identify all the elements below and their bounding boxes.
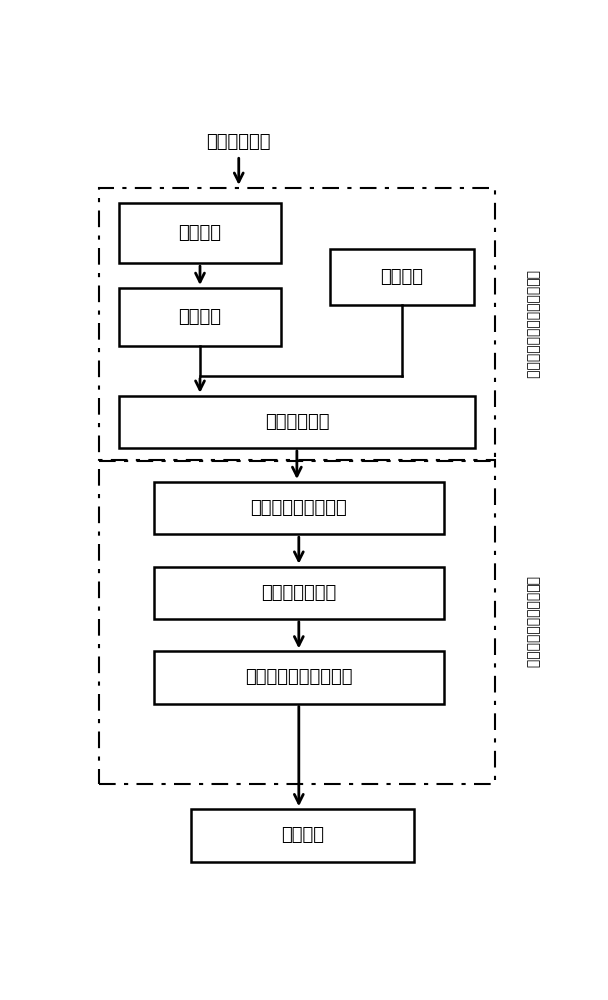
Text: 基于工作负载关键路径的提取: 基于工作负载关键路径的提取 xyxy=(525,270,539,379)
Bar xyxy=(99,460,494,784)
Bar xyxy=(153,651,444,704)
Bar xyxy=(119,396,475,448)
Text: 结果输出: 结果输出 xyxy=(281,826,324,844)
Text: 关键路径中的所有门: 关键路径中的所有门 xyxy=(250,499,347,517)
Bar xyxy=(191,809,414,862)
Bar xyxy=(153,482,444,534)
Bar xyxy=(119,288,282,346)
Text: 关键路径提取: 关键路径提取 xyxy=(264,413,329,431)
Text: 逻辑仿真: 逻辑仿真 xyxy=(179,224,221,242)
Bar xyxy=(153,567,444,619)
Bar xyxy=(330,249,474,305)
Bar xyxy=(99,188,494,461)
Text: 潜在关键门集合: 潜在关键门集合 xyxy=(261,584,336,602)
Text: 信号概率: 信号概率 xyxy=(179,308,221,326)
Text: 权重计算，关键门排序: 权重计算，关键门排序 xyxy=(245,668,353,686)
Bar xyxy=(119,203,282,263)
Text: 工作负载输入: 工作负载输入 xyxy=(207,133,271,151)
Text: 关键路径中关键门的确定: 关键路径中关键门的确定 xyxy=(525,576,539,668)
Text: 电路网表: 电路网表 xyxy=(381,268,423,286)
